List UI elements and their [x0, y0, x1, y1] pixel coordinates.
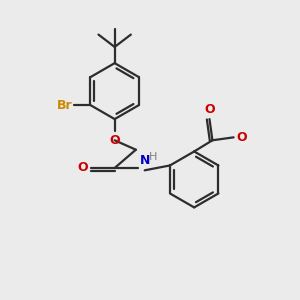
- Text: O: O: [77, 161, 88, 175]
- Text: O: O: [110, 134, 120, 147]
- Text: O: O: [236, 131, 247, 144]
- Text: N: N: [140, 154, 150, 167]
- Text: Br: Br: [57, 99, 72, 112]
- Text: O: O: [204, 103, 215, 116]
- Text: H: H: [149, 152, 157, 162]
